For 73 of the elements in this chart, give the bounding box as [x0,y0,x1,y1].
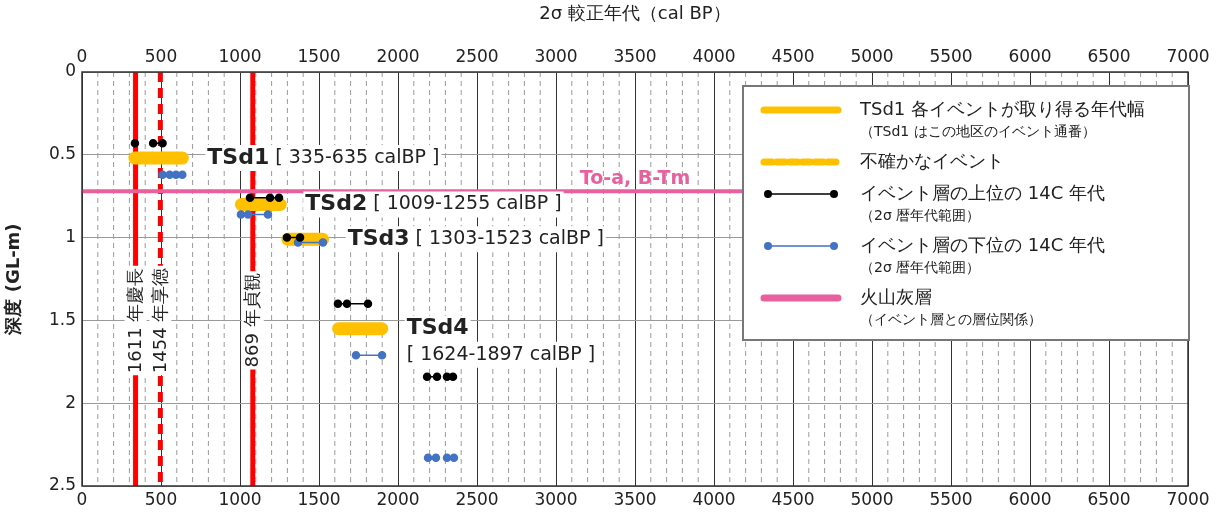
x2-tick-label: 5500 [929,46,973,67]
x-tick-label: 1000 [218,488,262,509]
x-tick-label: 1500 [297,488,341,509]
y-tick-label: 1 [65,226,76,247]
x2-tick-label: 1500 [297,46,341,67]
x-tick-label: 5000 [850,488,894,509]
ref-line-label: 1611 年慶長 [124,267,146,374]
annotation: TSd2 [ 1009-1255 calBP ] [305,190,562,216]
point [274,193,284,203]
x-tick-label: 500 [144,488,178,509]
x-tick-label: 2000 [376,488,420,509]
y-tick-label: 0 [65,60,76,81]
x-tick-label: 5500 [929,488,973,509]
point [432,372,442,381]
annotation: TSd1 [ 335-635 calBP ] [207,143,440,169]
legend-label: TSd1 各イベントが取り得る年代幅（TSd1 はこの地区のイベント通番） [860,97,1146,141]
point [245,193,255,203]
point [295,233,305,242]
point [342,299,352,309]
x2-tick-label: 1000 [218,46,262,67]
x-tick-label: 3500 [613,488,657,509]
x2-tick-label: 2500 [455,46,499,67]
point [449,453,459,463]
point [351,350,361,360]
x2-tick-label: 3500 [613,46,657,67]
y-tick-label: 2.5 [48,474,76,495]
point [431,453,441,463]
x2-tick-label: 500 [144,46,178,67]
point [236,210,246,219]
y-tick-label: 1.5 [48,308,76,329]
x-tick-label: 7000 [1166,488,1210,509]
x-tick-label: 4000 [692,488,736,509]
x2-axis-title: 2σ 較正年代（cal BP） [539,2,731,24]
x2-tick-label: 7000 [1166,46,1210,67]
y-axis-title: 深度 (GL-m) [2,223,24,336]
point [423,453,433,463]
ref-line-label: To-a, B-Tm [579,165,691,188]
ref-line-label: 1454 年享徳 [149,267,171,374]
x2-tick-label: 6000 [1008,46,1052,67]
point [422,372,432,381]
point [130,138,140,148]
point [282,233,292,242]
x2-tick-label: 3000 [534,46,578,67]
legend-label: イベント層の上位の 14C 年代（2σ 暦年代範囲） [860,181,1105,225]
annotation: TSd4 [ 1624-1897 calBP ] [406,314,596,364]
x2-tick-label: 5000 [850,46,894,67]
point [363,299,373,309]
legend-label: 火山灰層（イベント層との層位関係） [860,285,1042,329]
point [377,350,387,360]
x2-tick-label: 4500 [771,46,815,67]
y-tick-label: 2 [65,391,76,412]
x2-tick-label: 6500 [1087,46,1131,67]
x2-tick-label: 2000 [376,46,420,67]
point [263,210,273,219]
annotation: TSd3 [ 1303-1523 calBP ] [347,224,604,250]
x-tick-label: 6000 [1008,488,1052,509]
legend-label: 不確かなイベント [860,149,1004,173]
point [265,193,275,203]
y-tick-label: 0.5 [48,143,76,164]
ref-line-label: 869 年貞観 [241,273,263,368]
legend-label: イベント層の下位の 14C 年代（2σ 暦年代範囲） [860,233,1105,277]
point [158,138,167,148]
point [148,138,158,148]
x-tick-label: 3000 [534,488,578,509]
point [318,238,328,247]
point [158,170,167,179]
x-tick-label: 6500 [1087,488,1131,509]
point [178,170,187,179]
x-tick-label: 2500 [455,488,499,509]
x2-tick-label: 4000 [692,46,736,67]
x-tick-label: 4500 [771,488,815,509]
point [243,210,253,219]
point [333,299,343,309]
